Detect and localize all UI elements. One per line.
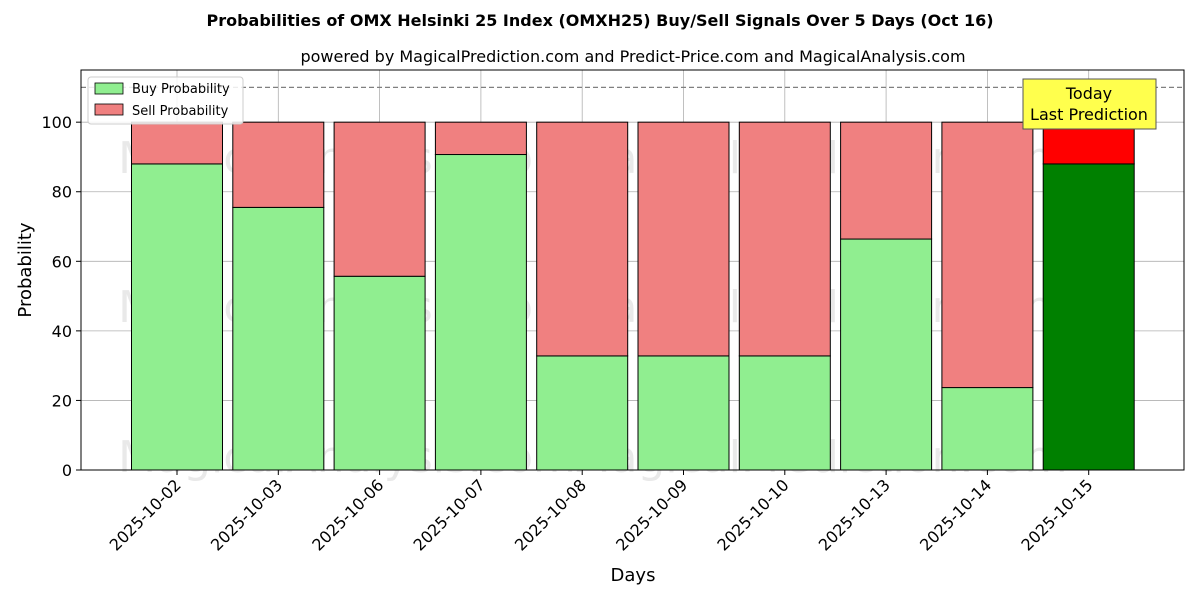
legend-buy-swatch (94, 82, 124, 95)
legend-sell-swatch (94, 103, 124, 116)
plot-frame (80, 69, 1185, 471)
buy-bar (536, 355, 629, 471)
sell-bar (434, 121, 527, 156)
sell-bar (232, 121, 325, 208)
legend-frame (87, 76, 244, 125)
buy-bar (840, 238, 933, 471)
annotation-background (1022, 78, 1157, 130)
sell-bar (941, 121, 1034, 389)
y-axis: 0 20 40 60 80 100 (41, 113, 81, 480)
y-tick-label: 20 (52, 391, 72, 410)
chart-subtitle: powered by MagicalPrediction.com and Pre… (300, 47, 965, 66)
sell-bar (131, 121, 223, 165)
x-tick-label: 2025-10-03 (207, 475, 286, 554)
buy-bar (333, 275, 426, 471)
annotation-box: Today Last Prediction (1022, 78, 1157, 130)
x-tick-label: 2025-10-06 (308, 475, 387, 554)
y-tick-label: 100 (41, 113, 72, 132)
y-tick-label: 0 (62, 461, 72, 480)
buy-bar (941, 387, 1034, 471)
x-tick-label: 2025-10-07 (410, 475, 489, 554)
bar-layer (131, 121, 1135, 471)
buy-bar (131, 163, 223, 471)
x-axis-label: Days (611, 565, 656, 586)
y-tick-label: 40 (52, 322, 72, 341)
buy-bar (637, 355, 730, 471)
sell-bar (738, 121, 831, 357)
x-tick-label: 2025-10-15 (1017, 475, 1096, 554)
annotation-line1: Today (1065, 84, 1112, 103)
legend-buy-label: Buy Probability (132, 82, 230, 97)
x-tick-label: 2025-10-14 (916, 475, 995, 554)
sell-bar (333, 121, 426, 277)
x-tick-label: 2025-10-02 (106, 475, 185, 554)
legend: Buy Probability Sell Probability (87, 76, 244, 125)
x-tick-label: 2025-10-09 (612, 475, 691, 554)
buy-bar (738, 355, 831, 471)
sell-bar (536, 121, 629, 357)
legend-sell-label: Sell Probability (132, 104, 229, 119)
buy-bar (434, 154, 527, 471)
x-tick-label: 2025-10-13 (815, 475, 894, 554)
buy-bar (232, 206, 325, 471)
annotation-line2: Last Prediction (1030, 105, 1148, 124)
x-tick-label: 2025-10-10 (713, 475, 792, 554)
y-tick-label: 80 (52, 183, 72, 202)
buy-bar (1042, 163, 1135, 471)
y-axis-label: Probability (15, 222, 36, 317)
chart-title: Probabilities of OMX Helsinki 25 Index (… (206, 11, 993, 30)
x-tick-label: 2025-10-08 (511, 475, 590, 554)
sell-bar (840, 121, 933, 240)
sell-bar (637, 121, 730, 357)
y-tick-label: 60 (52, 252, 72, 271)
